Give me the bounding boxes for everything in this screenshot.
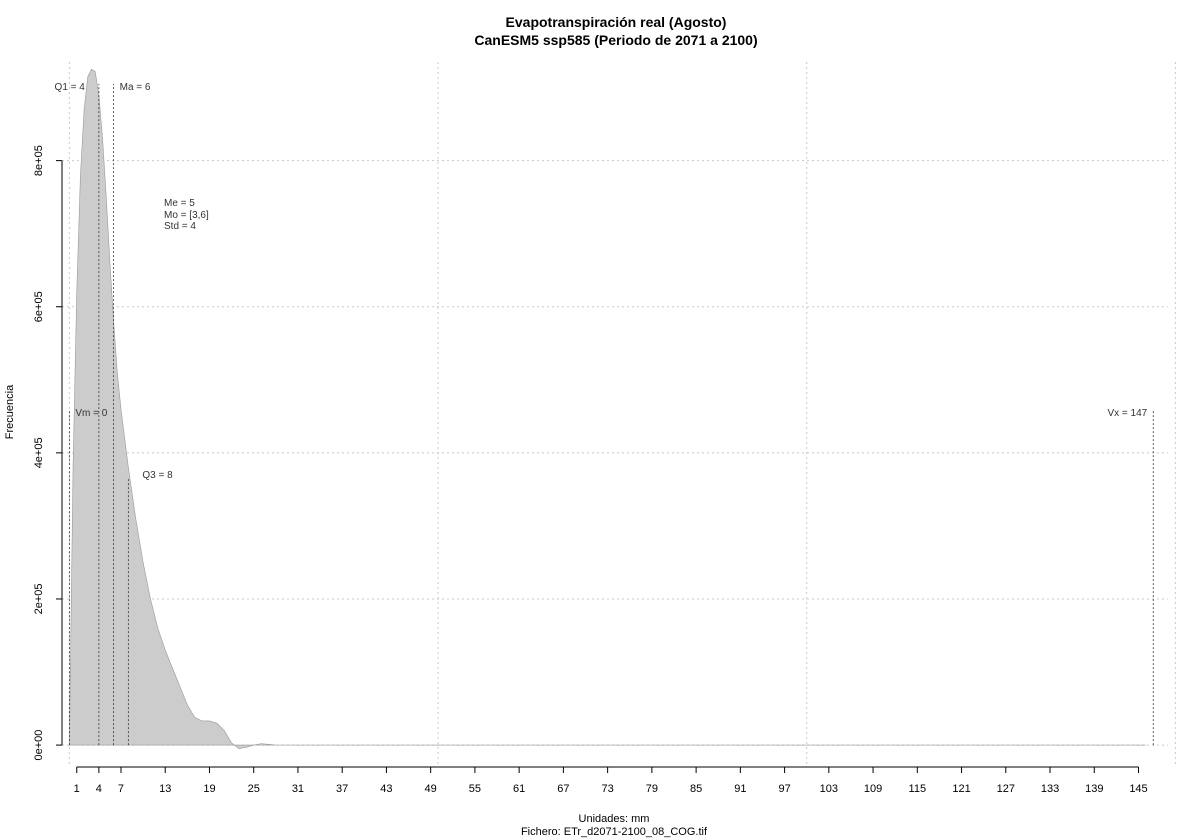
density-series (69, 68, 1146, 750)
y-tick-label: 4e+05 (33, 437, 45, 468)
chart-title: Evapotranspiración real (Agosto) (506, 14, 727, 30)
x-tick-label: 37 (336, 783, 348, 795)
y-tick-label: 0e+00 (33, 730, 45, 761)
x-tick-label: 67 (557, 783, 569, 795)
file-footer: Fichero: ETr_d2071-2100_08_COG.tif (521, 826, 708, 838)
x-tick-label: 4 (96, 783, 102, 795)
x-tick-label: 19 (203, 783, 215, 795)
y-tick-label: 6e+05 (33, 291, 45, 322)
q3-label: Q3 = 8 (142, 470, 173, 481)
x-tick-label: 145 (1129, 783, 1147, 795)
x-axis-label: Unidades: mm (579, 813, 650, 825)
ma-label: Ma = 6 (120, 82, 151, 93)
x-tick-label: 1 (74, 783, 80, 795)
mean-label: Me = 5 (164, 198, 195, 209)
x-tick-label: 115 (909, 783, 927, 795)
x-tick-label: 31 (292, 783, 304, 795)
x-tick-label: 61 (513, 783, 525, 795)
x-tick-label: 79 (646, 783, 658, 795)
x-tick-label: 127 (997, 783, 1015, 795)
x-tick-label: 13 (159, 783, 171, 795)
density-area (69, 68, 1146, 750)
y-tick-label: 8e+05 (33, 145, 45, 176)
x-tick-label: 121 (952, 783, 970, 795)
vm-label: Vm = 0 (75, 408, 107, 419)
chart-subtitle: CanESM5 ssp585 (Periodo de 2071 a 2100) (474, 32, 757, 48)
x-tick-label: 133 (1041, 783, 1059, 795)
x-tick-label: 91 (734, 783, 746, 795)
q1-label: Q1 = 4 (55, 82, 86, 93)
x-tick-label: 43 (380, 783, 392, 795)
std-label: Std = 4 (164, 221, 196, 232)
x-tick-label: 85 (690, 783, 702, 795)
x-tick-label: 73 (602, 783, 614, 795)
y-tick-label: 2e+05 (33, 584, 45, 615)
x-tick-label: 97 (778, 783, 790, 795)
vx-label: Vx = 147 (1107, 408, 1147, 419)
x-tick-label: 109 (864, 783, 882, 795)
statistic-markers: Q1 = 4 Ma = 6 Q3 = 8 Vm = 0 Vx = 147 (55, 82, 1154, 746)
y-axis-label: Frecuencia (4, 384, 16, 439)
grid-lines (62, 62, 1176, 767)
x-tick-label: 49 (425, 783, 437, 795)
axes: 1 4 7 13 19 25 31 37 43 49 55 61 67 73 79 85 91 97 103 109 1… (33, 145, 1148, 795)
x-tick-label: 7 (118, 783, 124, 795)
mode-label: Mo = [3,6] (164, 210, 209, 221)
x-tick-label: 25 (248, 783, 260, 795)
x-tick-label: 55 (469, 783, 481, 795)
x-tick-label: 103 (820, 783, 838, 795)
x-tick-label: 139 (1085, 783, 1103, 795)
